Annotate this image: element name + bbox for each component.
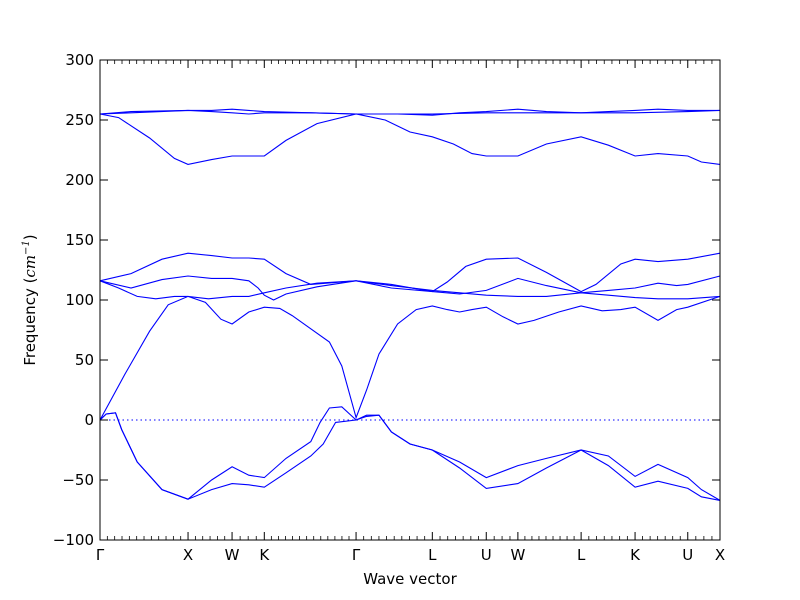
y-tick-label: −50 xyxy=(62,471,94,489)
x-tick-label: K xyxy=(630,546,641,564)
phonon-branch-9 xyxy=(99,406,721,501)
x-tick-label: W xyxy=(510,546,525,564)
y-axis-title-exponent: −1 xyxy=(21,240,32,255)
minor-ticks xyxy=(106,60,713,540)
series-group xyxy=(99,108,721,501)
plot-area xyxy=(99,59,721,541)
x-tick-label: Γ xyxy=(352,546,361,564)
x-tick-label: W xyxy=(225,546,240,564)
phonon-branch-3 xyxy=(99,275,721,301)
phonon-branch-8 xyxy=(99,412,721,501)
y-tick-label: 0 xyxy=(84,411,94,429)
y-tick-labels: −100 −50 0 50 100 150 200 250 300 xyxy=(53,51,94,549)
x-tick-label: L xyxy=(428,546,437,564)
y-axis-title-suffix: ) xyxy=(21,234,39,240)
phonon-branch-1 xyxy=(99,280,721,421)
phonon-branch-7 xyxy=(99,108,720,116)
y-tick-label: 250 xyxy=(65,111,94,129)
phonon-branch-5 xyxy=(99,113,721,165)
x-tick-label: X xyxy=(183,546,193,564)
x-tick-label: L xyxy=(577,546,586,564)
y-tick-label: 200 xyxy=(65,171,94,189)
x-tick-label: X xyxy=(715,546,725,564)
y-tick-label: −100 xyxy=(53,531,94,549)
x-tick-label: Γ xyxy=(96,546,105,564)
y-axis-title-math: cm xyxy=(21,255,39,278)
y-tick-label: 300 xyxy=(65,51,94,69)
y-axis-title: Frequency (cm−1) xyxy=(21,234,39,365)
x-tick-label: K xyxy=(259,546,270,564)
phonon-branch-4 xyxy=(99,252,721,293)
y-tick-label: 150 xyxy=(65,231,94,249)
phonon-branch-2 xyxy=(99,280,721,420)
y-tick-label: 50 xyxy=(75,351,94,369)
y-tick-label: 100 xyxy=(65,291,94,309)
x-tick-label: U xyxy=(481,546,492,564)
x-axis-title: Wave vector xyxy=(363,570,457,588)
y-axis-title-prefix: Frequency ( xyxy=(21,278,39,366)
plot-frame xyxy=(99,59,721,541)
x-tick-label: U xyxy=(682,546,693,564)
